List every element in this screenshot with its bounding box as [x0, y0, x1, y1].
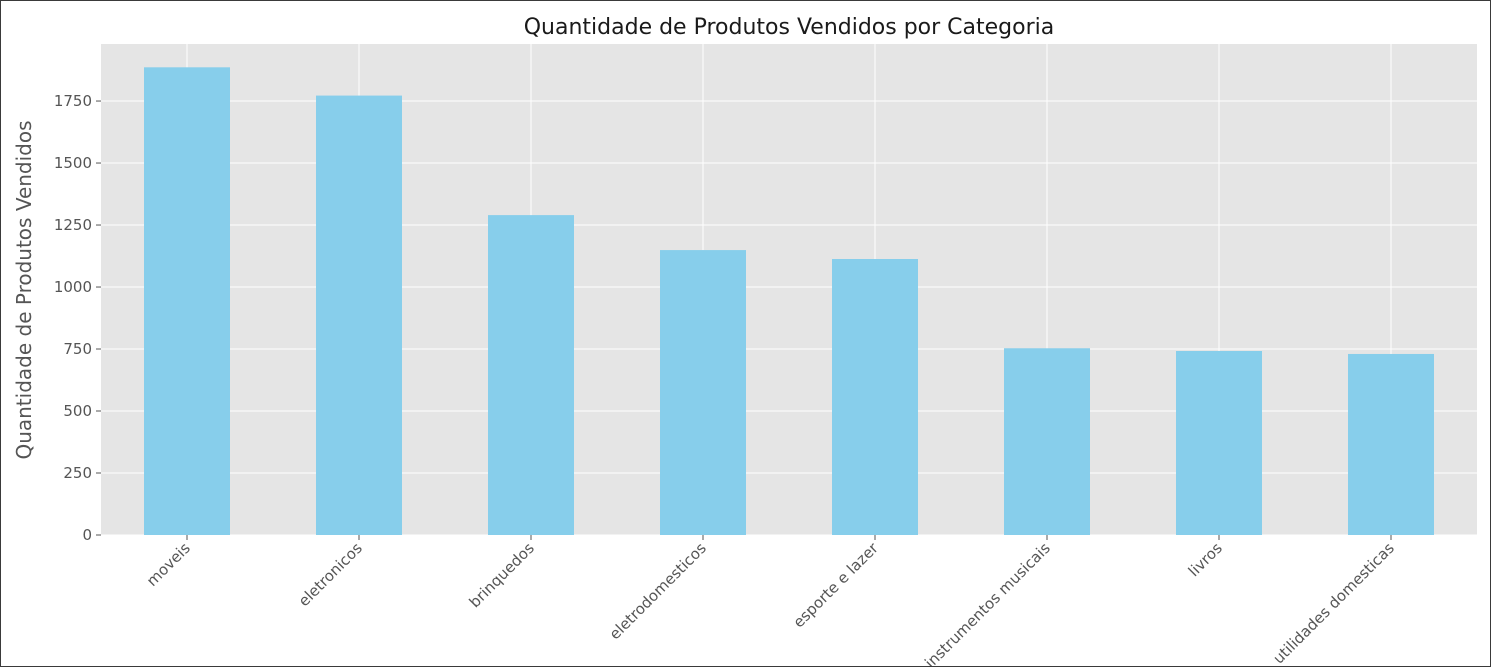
- x-tick-label: livros: [1185, 539, 1226, 580]
- x-tick-label: utilidades domesticas: [1269, 539, 1398, 666]
- bars: [144, 67, 1434, 535]
- x-tick-label: eletrodomesticos: [606, 539, 710, 643]
- bar-eletronicos: [316, 95, 402, 535]
- y-tick-label: 1500: [54, 154, 92, 172]
- y-tick-label: 0: [82, 526, 92, 544]
- y-tick-label: 750: [63, 340, 92, 358]
- x-tick-label: moveis: [143, 539, 194, 590]
- x-tick-label: eletronicos: [295, 539, 366, 610]
- y-tick-label: 1000: [54, 278, 92, 296]
- y-tick-label: 1250: [54, 216, 92, 234]
- x-axis: moveis eletronicos brinquedos eletrodomesti…: [143, 535, 1398, 666]
- x-tick-label: instrumentos musicais: [921, 539, 1054, 666]
- y-tick-label: 250: [63, 464, 92, 482]
- x-tick-label: brinquedos: [466, 539, 538, 611]
- y-tick-label: 500: [63, 402, 92, 420]
- bar-instrumentos-musicais: [1004, 348, 1090, 535]
- bar-livros: [1176, 350, 1262, 535]
- plot-area: [101, 44, 1477, 535]
- bar-esporte-e-lazer: [832, 258, 918, 535]
- bar-utilidades-domesticas: [1348, 353, 1434, 535]
- y-axis: 0 250 500 750 1000 1250 1500 1750: [54, 92, 101, 544]
- chart-title: Quantidade de Produtos Vendidos por Cate…: [524, 15, 1055, 40]
- y-tick-label: 1750: [54, 92, 92, 110]
- x-tick-label: esporte e lazer: [790, 539, 883, 632]
- bar-eletrodomesticos: [660, 250, 746, 535]
- bar-brinquedos: [488, 215, 574, 535]
- y-axis-label: Quantidade de Produtos Vendidos: [12, 120, 36, 459]
- bar-moveis: [144, 67, 230, 535]
